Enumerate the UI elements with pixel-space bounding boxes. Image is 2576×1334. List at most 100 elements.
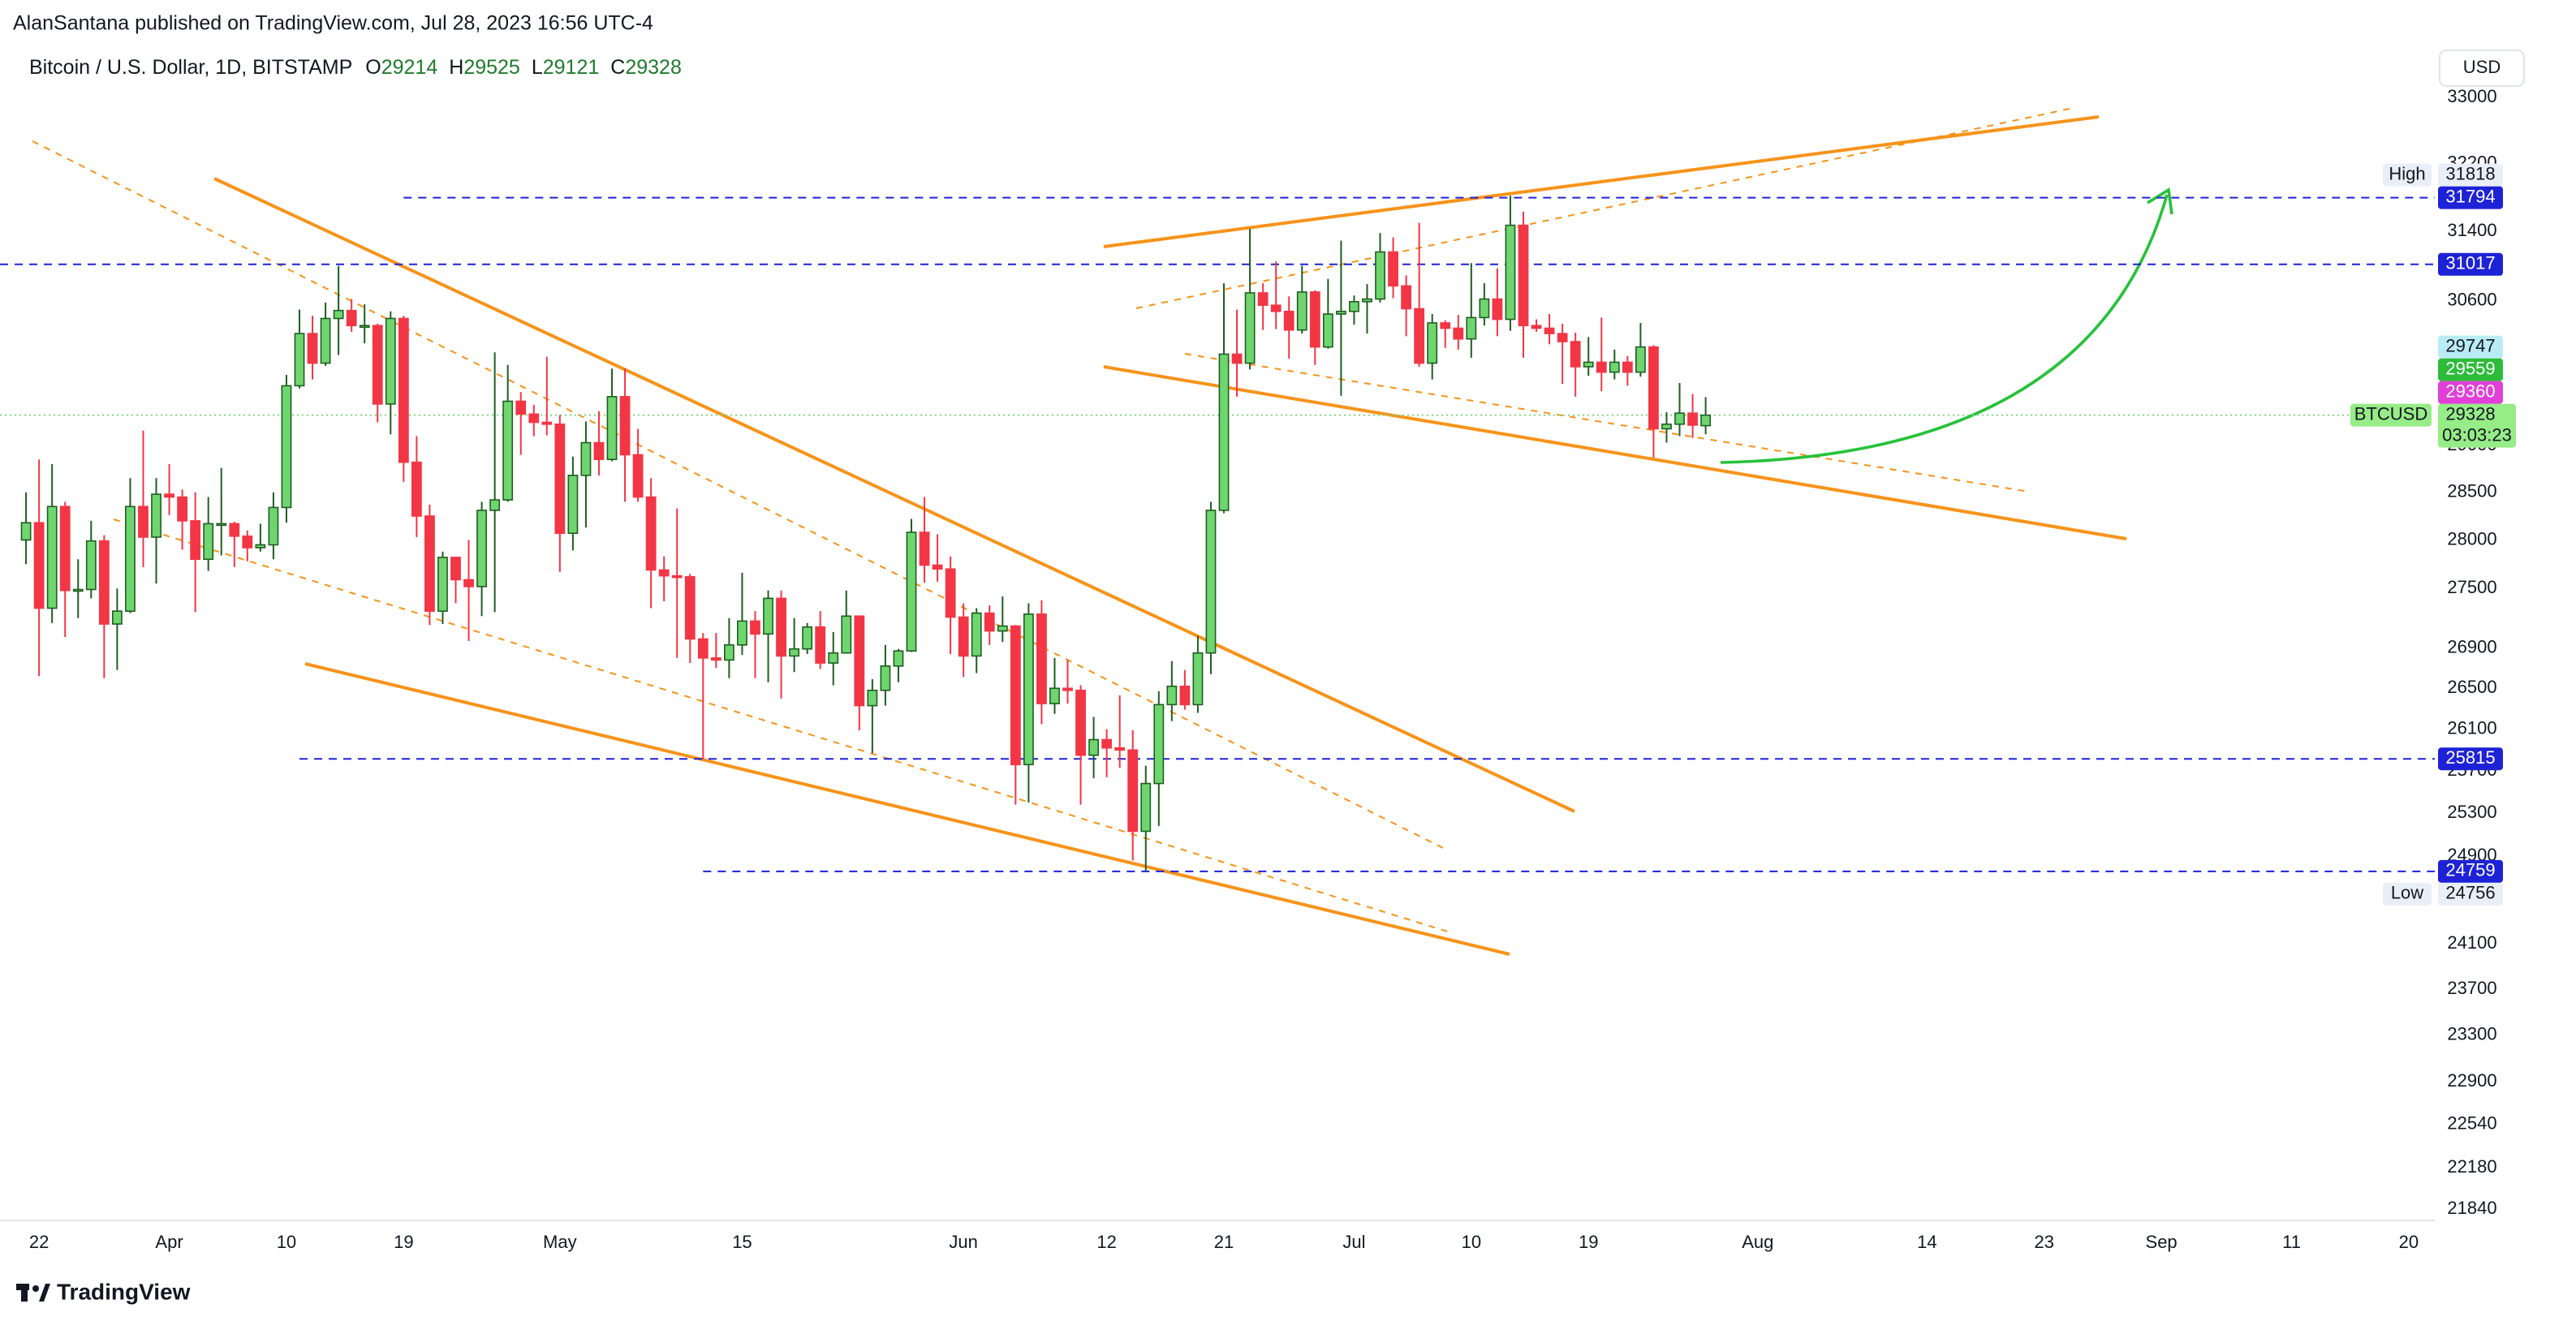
candle-body	[802, 626, 813, 650]
x-tick-label: Jun	[949, 1232, 977, 1252]
y-tick-label: 26500	[2447, 677, 2496, 697]
candle-body	[1674, 412, 1685, 425]
low-label: Low	[2391, 883, 2423, 903]
candle-body	[255, 544, 266, 549]
candle-body	[1179, 685, 1191, 706]
candle-body	[1153, 704, 1165, 785]
candle-body	[1700, 414, 1712, 427]
candle-body	[1205, 510, 1217, 654]
candle-body	[1479, 298, 1490, 319]
low-label-bg	[2383, 882, 2432, 906]
trendline	[1103, 115, 2100, 248]
x-tick-label: 19	[1579, 1232, 1598, 1252]
candle-body	[437, 557, 448, 612]
candle-body	[33, 522, 45, 609]
ohlc-prefix: L	[532, 56, 543, 79]
currency-box	[2439, 49, 2525, 87]
level-badge-bg	[2438, 747, 2503, 771]
candle-body	[1492, 298, 1503, 321]
x-tick-label: 19	[394, 1232, 413, 1252]
last-price-bg	[2438, 403, 2516, 448]
candle-body	[46, 506, 58, 609]
candle-body	[1661, 423, 1672, 430]
candle-body	[1453, 327, 1464, 340]
ohlc-value: 29525	[463, 56, 520, 79]
x-tick-label: May	[543, 1232, 577, 1252]
candle-body	[1218, 353, 1230, 511]
candle-body	[789, 648, 800, 657]
candle-body	[554, 423, 566, 534]
y-tick-label: 22540	[2447, 1112, 2496, 1133]
y-tick-label: 27500	[2447, 577, 2496, 597]
level-badge: 25815	[2445, 747, 2495, 768]
candle-body	[1010, 625, 1021, 766]
candle-body	[85, 540, 97, 591]
candle-body	[723, 644, 734, 661]
level-badge: 24759	[2445, 860, 2495, 880]
candle-body	[619, 396, 631, 456]
candle-body	[346, 309, 357, 327]
candle-body	[1088, 738, 1099, 756]
x-tick-label: 10	[277, 1232, 296, 1252]
candle-body	[1349, 300, 1359, 312]
candle-body	[476, 510, 487, 587]
x-tick-label: 14	[1917, 1232, 1936, 1252]
candle-body	[880, 665, 891, 691]
candle-body	[1309, 291, 1320, 348]
candle-body	[1114, 747, 1126, 751]
y-tick-label: 28000	[2447, 528, 2496, 549]
trendline	[213, 177, 1575, 813]
footer-brand: TradingView	[57, 1279, 191, 1304]
candle-body	[919, 531, 930, 566]
candle-body	[632, 454, 644, 498]
y-tick-label: 33000	[2447, 86, 2496, 106]
candle-body	[1257, 292, 1269, 306]
candle-body	[932, 564, 943, 570]
y-tick-label: 23700	[2447, 978, 2496, 998]
candle-body	[138, 506, 149, 538]
candle-body	[1322, 313, 1333, 348]
high-value: 31818	[2445, 163, 2495, 183]
x-tick-label: 21	[1214, 1232, 1234, 1252]
y-tick-label: 31400	[2447, 220, 2496, 240]
candle-body	[1036, 613, 1047, 704]
candle-body	[398, 317, 409, 463]
currency: USD	[2463, 57, 2501, 77]
candle-body	[541, 421, 553, 425]
x-tick-label: 12	[1096, 1232, 1116, 1252]
candle-body	[1596, 361, 1607, 373]
x-tick-label: Aug	[1742, 1232, 1773, 1252]
symbol-name: Bitcoin / U.S. Dollar, 1D, BITSTAMP	[29, 56, 352, 79]
x-tick-label: 23	[2034, 1232, 2053, 1252]
x-tick-label: Sep	[2146, 1232, 2178, 1252]
y-tick-label: 22900	[2447, 1070, 2496, 1091]
candle-body	[307, 333, 318, 364]
high-value-bg	[2438, 163, 2503, 187]
candle-body	[463, 579, 474, 587]
ohlc-value: 29328	[625, 56, 682, 79]
candle-body	[854, 615, 865, 707]
candle-body	[1127, 749, 1139, 833]
candle-body	[1049, 687, 1060, 704]
symbol-header: Bitcoin / U.S. Dollar, 1D, BITSTAMP O2921…	[29, 56, 682, 79]
candle-body	[411, 461, 422, 517]
candle-body	[671, 574, 683, 579]
indicator-badge-bg	[2438, 358, 2503, 381]
candle-body	[20, 522, 32, 541]
candle-body	[1192, 652, 1204, 706]
trendline	[1103, 365, 2127, 540]
logo-part	[21, 1284, 28, 1302]
candle-body	[489, 499, 501, 511]
candle-body	[958, 616, 969, 657]
level-badge-bg	[2438, 859, 2503, 883]
x-tick-label: 15	[732, 1232, 752, 1252]
candle-body	[1687, 412, 1698, 426]
candle-body	[1609, 361, 1620, 373]
candle-body	[1296, 291, 1307, 331]
y-tick-label: 26900	[2447, 636, 2496, 656]
x-tick-label: Jul	[1342, 1232, 1365, 1252]
logo-part	[39, 1284, 50, 1302]
candle-body	[1101, 738, 1113, 749]
